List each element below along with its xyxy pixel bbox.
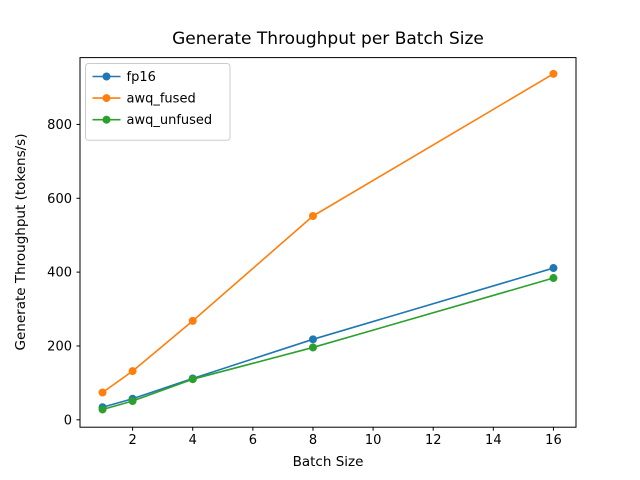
- legend-box: [85, 63, 231, 141]
- series-awq_unfused: [98, 274, 558, 414]
- legend-marker-icon: [102, 72, 111, 81]
- x-tick-label: 8: [309, 433, 317, 448]
- x-tick-label: 6: [249, 433, 257, 448]
- legend-marker-icon: [102, 115, 111, 124]
- legend: fp16 awq_fused awq_unfused: [85, 63, 231, 141]
- y-tick-label: 600: [47, 192, 72, 207]
- data-point-awq_fused: [549, 69, 558, 78]
- data-point-awq_unfused: [308, 343, 317, 352]
- x-tick-label: 10: [365, 433, 382, 448]
- data-point-awq_unfused: [549, 274, 558, 283]
- x-tick-label: 14: [485, 433, 502, 448]
- y-tick-label: 800: [47, 118, 72, 133]
- x-axis-label: Batch Size: [292, 454, 364, 470]
- legend-item-awq_fused: awq_fused: [92, 92, 196, 107]
- data-point-awq_fused: [308, 212, 317, 220]
- chart-title: Generate Throughput per Batch Size: [172, 29, 484, 49]
- data-point-awq_unfused: [128, 396, 137, 405]
- legend-marker-icon: [102, 94, 111, 103]
- data-point-awq_fused: [98, 388, 107, 397]
- data-point-awq_unfused: [98, 405, 107, 414]
- legend-item-awq_unfused: awq_unfused: [92, 113, 213, 128]
- y-tick-label: 0: [64, 413, 72, 428]
- series-awq_fused: [98, 69, 558, 397]
- data-point-fp16: [549, 264, 558, 273]
- x-tick-label: 2: [128, 433, 136, 448]
- y-tick-label: 200: [47, 339, 72, 354]
- legend-item-fp16: fp16: [92, 70, 156, 85]
- data-point-awq_unfused: [188, 375, 197, 384]
- x-tick-label: 16: [545, 433, 562, 448]
- y-tick-label: 400: [47, 266, 72, 281]
- data-point-fp16: [308, 335, 317, 344]
- legend-label: awq_unfused: [127, 113, 213, 128]
- data-point-awq_fused: [128, 367, 137, 376]
- x-tick-label: 4: [189, 433, 197, 448]
- x-tick-label: 12: [425, 433, 442, 448]
- data-point-awq_fused: [188, 316, 197, 325]
- legend-label: awq_fused: [127, 92, 196, 107]
- legend-label: fp16: [127, 70, 156, 85]
